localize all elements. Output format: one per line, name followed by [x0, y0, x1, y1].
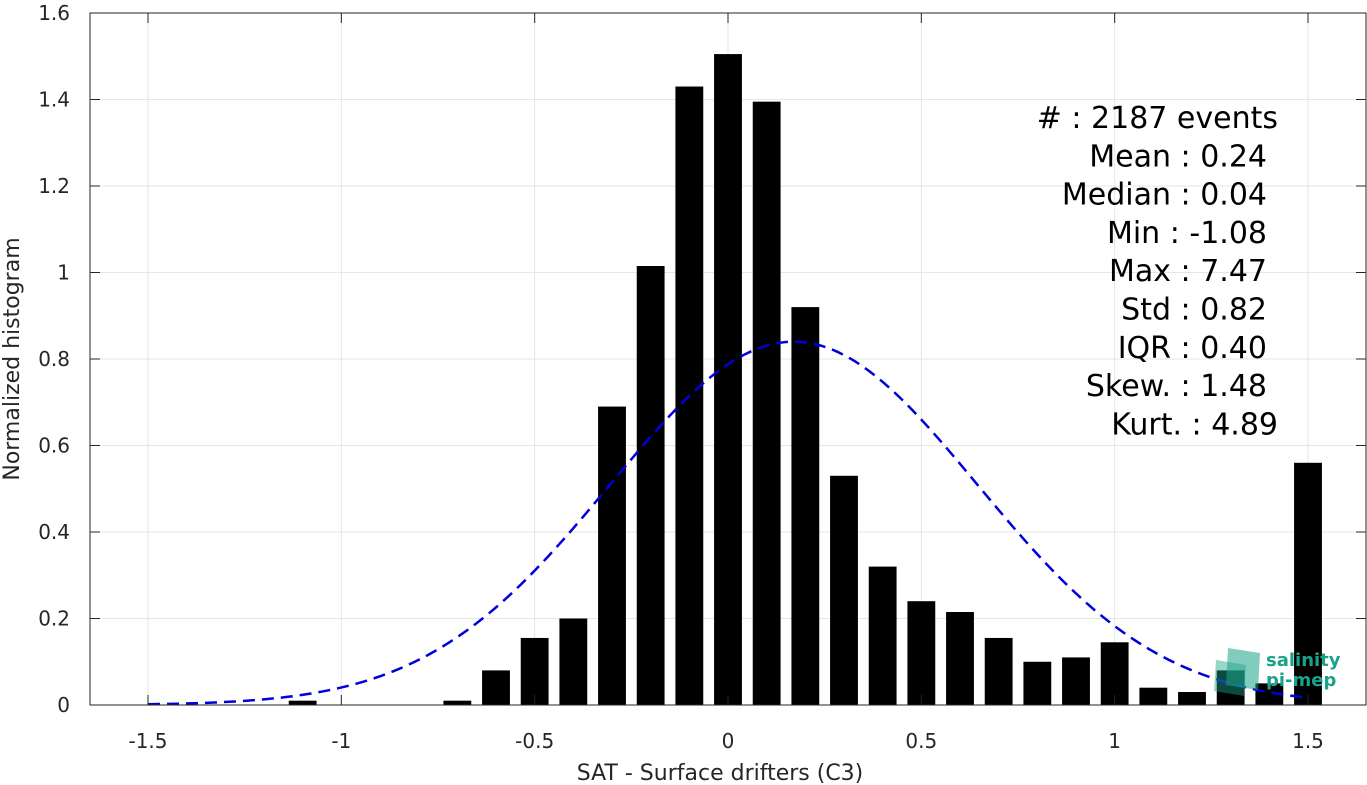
histogram-bar: [598, 406, 626, 705]
x-axis-label: SAT - Surface drifters (C3): [577, 761, 864, 785]
histogram-bar: [1062, 657, 1090, 705]
histogram-bar: [559, 618, 588, 705]
stats-line: Std : 0.82: [1121, 293, 1267, 328]
histogram-bar: [830, 475, 858, 705]
histogram-bar: [1255, 683, 1284, 705]
histogram-bar: [1294, 462, 1322, 705]
logo-mark-back: [1226, 648, 1260, 690]
stats-line: Mean : 0.24: [1089, 139, 1267, 174]
histogram-bar: [714, 54, 742, 705]
histogram-bar: [868, 566, 897, 705]
y-tick-labels: 0 0.2 0.4 0.6 0.8 1 1.2 1.4 1.6: [38, 1, 70, 717]
stats-line: IQR : 0.40: [1118, 331, 1267, 366]
x-tick-label: -1.5: [128, 729, 167, 753]
y-tick-label: 1.6: [38, 1, 70, 25]
histogram-bar: [1178, 692, 1206, 705]
x-tick-label: -1: [331, 729, 351, 753]
stats-line: Min : -1.08: [1107, 216, 1267, 251]
y-tick-label: 1.4: [38, 88, 70, 112]
histogram-bar: [1100, 642, 1129, 705]
histogram-bar: [1139, 687, 1168, 705]
y-axis-label: Normalized histogram: [0, 237, 25, 480]
histogram-bar: [443, 700, 472, 705]
histogram-bar: [791, 307, 820, 705]
logo-text-salinity: salinity: [1266, 650, 1341, 671]
x-tick-label: 0.5: [905, 729, 937, 753]
stats-line: Skew. : 1.48: [1086, 369, 1267, 404]
histogram-bar: [752, 101, 781, 706]
gaussian-fit-curve: [147, 340, 1309, 706]
logo-mark-front: [1214, 660, 1246, 696]
y-tick-label: 0.2: [38, 607, 70, 631]
histogram-bar: [907, 601, 936, 705]
x-tick-label: 1: [1108, 729, 1121, 753]
y-tick-label: 0.8: [38, 347, 70, 371]
stats-line: # : 2187 events: [1037, 101, 1278, 136]
histogram-bar: [288, 700, 317, 705]
salinity-pimep-logo: salinity pi-mep: [1214, 648, 1341, 696]
histogram-bar: [520, 637, 549, 705]
histogram-bar: [482, 670, 510, 705]
x-tick-label: -0.5: [515, 729, 554, 753]
histogram-bars: [288, 54, 1322, 706]
logo-text-pimep: pi-mep: [1266, 670, 1336, 691]
y-tick-label: 0.4: [38, 520, 70, 544]
histogram-bar: [946, 612, 974, 705]
y-tick-label: 1: [57, 261, 70, 285]
x-tick-labels: -1.5 -1 -0.5 0 0.5 1 1.5: [128, 729, 1323, 753]
y-tick-label: 0: [57, 693, 70, 717]
stats-line: Median : 0.04: [1062, 178, 1267, 213]
stats-line: Max : 7.47: [1109, 254, 1267, 289]
y-tick-label: 0.6: [38, 434, 70, 458]
histogram-bar: [984, 637, 1013, 705]
histogram-bar: [636, 266, 665, 705]
stats-line: Kurt. : 4.89: [1111, 407, 1278, 442]
y-tick-label: 1.2: [38, 174, 70, 198]
axis-ticks: [90, 12, 1366, 706]
x-tick-label: 0: [722, 729, 735, 753]
histogram-bar: [1023, 661, 1052, 705]
x-tick-label: 1.5: [1292, 729, 1324, 753]
